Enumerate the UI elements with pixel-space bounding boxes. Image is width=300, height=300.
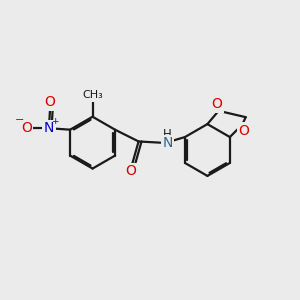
Text: +: + xyxy=(51,117,59,126)
Text: O: O xyxy=(212,98,223,111)
Text: O: O xyxy=(21,121,32,135)
Text: CH₃: CH₃ xyxy=(82,90,103,100)
Text: N: N xyxy=(162,136,172,150)
Text: O: O xyxy=(125,164,136,178)
Text: O: O xyxy=(45,95,56,109)
Text: O: O xyxy=(238,124,249,138)
Text: −: − xyxy=(15,115,25,125)
Text: N: N xyxy=(44,121,54,135)
Text: H: H xyxy=(163,128,172,141)
